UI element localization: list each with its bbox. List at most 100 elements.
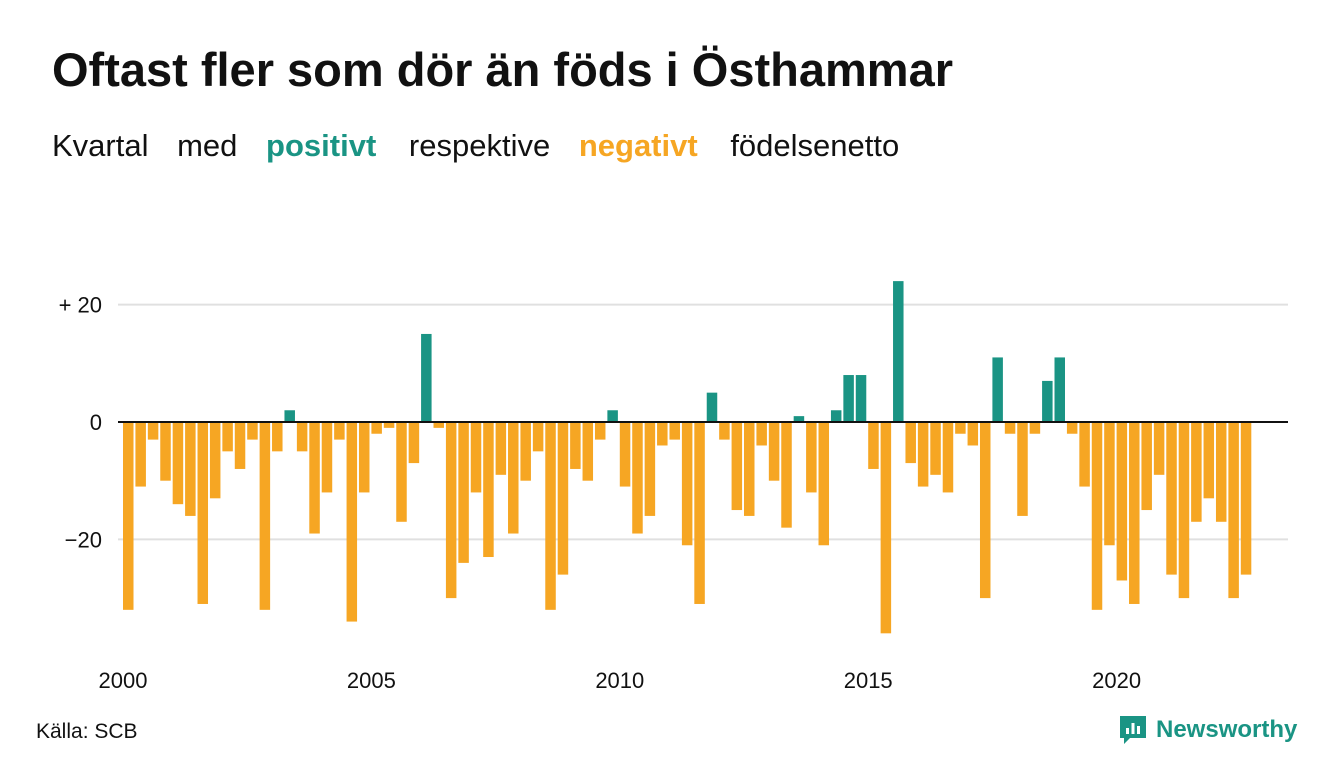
- bar-75: [1054, 357, 1065, 422]
- bar-10: [247, 422, 258, 440]
- bar-38: [594, 422, 606, 440]
- bar-15: [309, 422, 320, 534]
- bar-60: [868, 422, 879, 469]
- bar-48: [719, 422, 730, 440]
- bar-28: [470, 422, 482, 493]
- bar-90: [1240, 422, 1252, 575]
- bar-89: [1228, 422, 1239, 599]
- bar-1: [135, 422, 146, 487]
- y-tick-label-2: −20: [65, 527, 102, 552]
- bar-59: [855, 375, 867, 422]
- x-tick-label-1: 2005: [347, 668, 396, 693]
- bar-55: [806, 422, 817, 493]
- bar-45: [681, 422, 693, 546]
- bar-80: [1116, 422, 1128, 581]
- bar-9: [234, 422, 246, 469]
- bar-26: [445, 422, 457, 599]
- bar-76: [1066, 422, 1078, 434]
- brand-logo: Newsworthy: [1118, 714, 1297, 746]
- bar-72: [1017, 422, 1028, 516]
- bar-16: [321, 422, 333, 493]
- bar-77: [1079, 422, 1090, 487]
- bar-34: [545, 422, 556, 610]
- bar-41: [632, 422, 643, 534]
- bar-64: [917, 422, 929, 487]
- subtitle-word-fodelsenetto: födelsenetto: [730, 128, 900, 163]
- bar-63: [905, 422, 916, 464]
- bar-32: [520, 422, 531, 481]
- bar-84: [1166, 422, 1177, 575]
- bar-87: [1203, 422, 1215, 499]
- axes: + 20 0 −20 2000 2005 2010 2015 2020: [59, 293, 1288, 693]
- bar-11: [259, 422, 271, 610]
- bar-39: [607, 410, 618, 422]
- bar-44: [669, 422, 680, 440]
- bar-62: [893, 281, 904, 422]
- bar-69: [979, 422, 991, 599]
- bar-61: [880, 422, 892, 634]
- bar-86: [1191, 422, 1202, 522]
- bar-53: [781, 422, 792, 528]
- bar-49: [731, 422, 743, 511]
- bar-30: [495, 422, 507, 475]
- bar-66: [942, 422, 954, 493]
- bar-7: [209, 422, 221, 499]
- bar-25: [433, 422, 444, 428]
- bar-56: [818, 422, 830, 546]
- bar-73: [1029, 422, 1041, 434]
- bar-21: [383, 422, 395, 428]
- bar-54: [793, 416, 805, 422]
- y-tick-label-0: + 20: [59, 293, 102, 318]
- bar-81: [1129, 422, 1140, 604]
- bar-46: [694, 422, 705, 604]
- bar-42: [644, 422, 656, 516]
- bar-18: [346, 422, 358, 622]
- chart-title: Oftast fler som dör än föds i Östhammar: [52, 43, 954, 96]
- bar-24: [421, 333, 432, 422]
- bar-74: [1042, 380, 1053, 422]
- bar-78: [1091, 422, 1103, 610]
- bar-19: [358, 422, 370, 493]
- bar-4: [172, 422, 184, 505]
- bar-3: [160, 422, 171, 481]
- bar-65: [930, 422, 941, 475]
- y-tick-label-1: 0: [90, 410, 102, 435]
- source-note: Källa: SCB: [36, 720, 138, 743]
- bar-85: [1178, 422, 1190, 599]
- bar-79: [1104, 422, 1115, 546]
- bar-29: [483, 422, 494, 558]
- bars: [123, 281, 1252, 634]
- subtitle-negative-label: negativt: [578, 128, 698, 163]
- bar-83: [1153, 422, 1165, 475]
- bar-5: [185, 422, 196, 516]
- bar-22: [396, 422, 407, 522]
- x-tick-label-2: 2010: [595, 668, 644, 693]
- bar-17: [334, 422, 345, 440]
- bar-58: [843, 375, 854, 422]
- bar-chart: + 20 0 −20 2000 2005 2010 2015 2020: [59, 281, 1288, 693]
- bar-50: [744, 422, 755, 516]
- bar-40: [619, 422, 631, 487]
- bar-70: [992, 357, 1003, 422]
- x-tick-label-0: 2000: [99, 668, 148, 693]
- bar-71: [1004, 422, 1016, 434]
- x-tick-label-4: 2020: [1092, 668, 1141, 693]
- subtitle-word-kvartal: Kvartal: [52, 128, 149, 163]
- newsworthy-logo-icon: [1120, 716, 1146, 744]
- bar-20: [371, 422, 382, 434]
- bar-23: [408, 422, 420, 464]
- bar-31: [508, 422, 519, 534]
- bar-57: [830, 410, 842, 422]
- bar-52: [768, 422, 780, 481]
- bar-43: [657, 422, 668, 446]
- subtitle-word-med: med: [177, 128, 238, 163]
- bar-35: [557, 422, 569, 575]
- bar-27: [458, 422, 469, 563]
- bar-2: [147, 422, 159, 440]
- bar-68: [967, 422, 979, 446]
- bar-47: [706, 392, 718, 422]
- bar-36: [570, 422, 581, 469]
- bar-67: [955, 422, 966, 434]
- subtitle-positive-label: positivt: [266, 128, 377, 163]
- bar-8: [222, 422, 233, 452]
